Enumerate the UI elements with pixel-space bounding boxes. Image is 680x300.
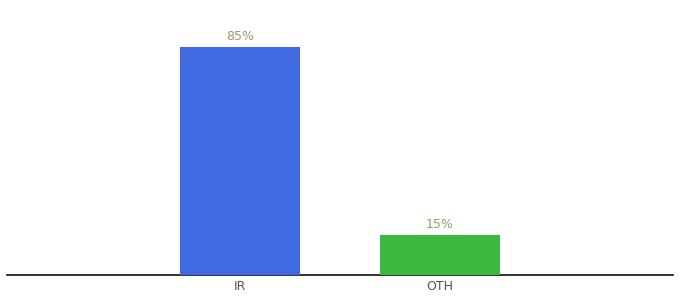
Bar: [380, 235, 500, 275]
Text: 85%: 85%: [226, 30, 254, 43]
Text: 15%: 15%: [426, 218, 454, 231]
Bar: [180, 47, 300, 275]
